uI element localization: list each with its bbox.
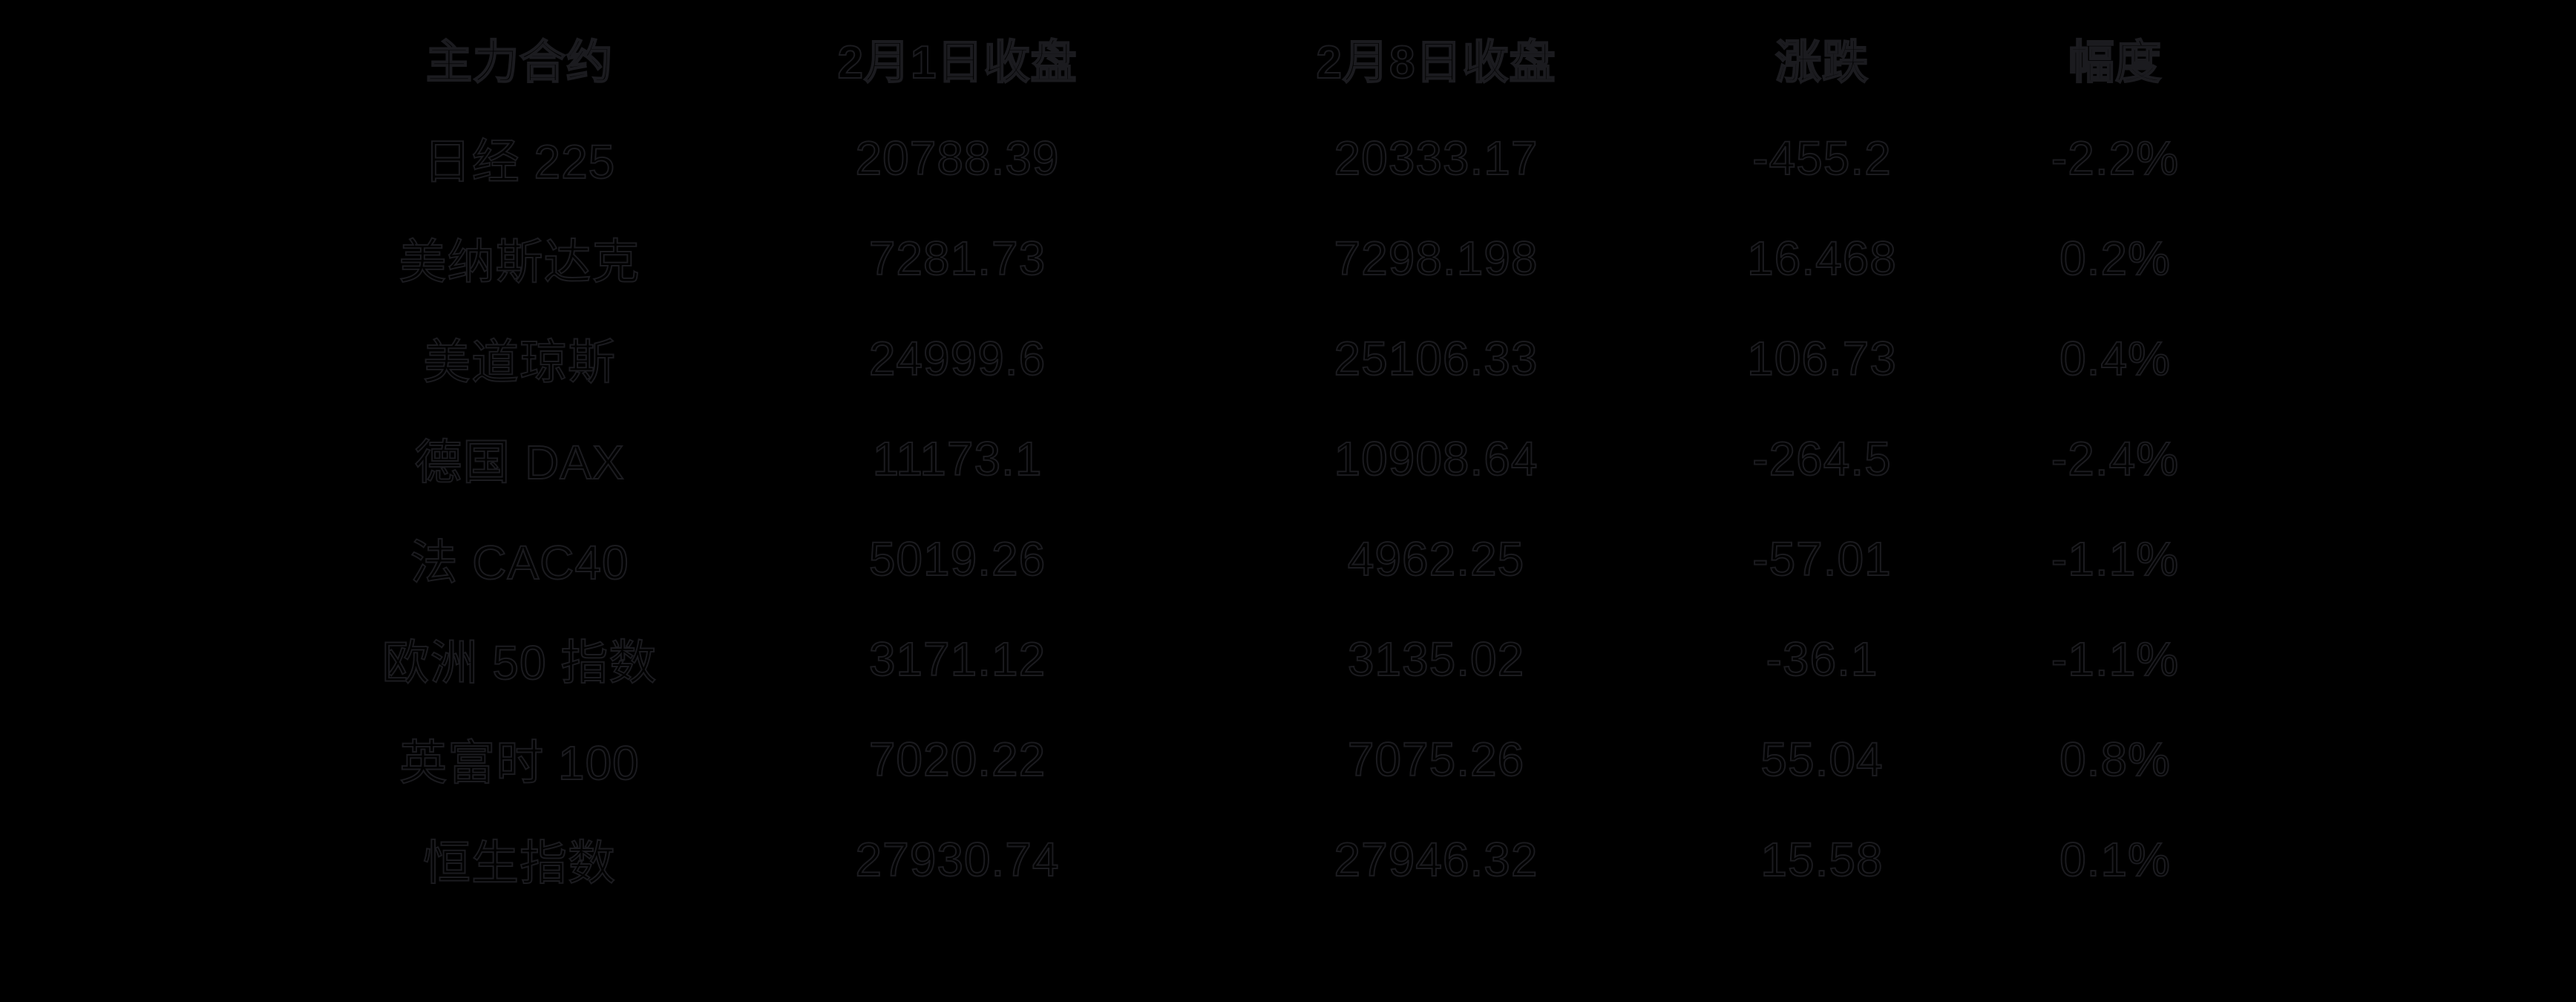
feb8-close-cell: 20333.17	[1334, 131, 1538, 186]
change-pct-cell: -2.4%	[2051, 431, 2180, 486]
index-name-cell: 美道琼斯	[422, 335, 616, 390]
feb8-close-cell: 10908.64	[1334, 431, 1538, 486]
col-header-feb8-close: 2月8日收盘	[1316, 36, 1556, 89]
change-pct-cell: 0.2%	[2059, 231, 2171, 286]
change-cell: -264.5	[1751, 431, 1892, 486]
table-row-ftse100: 英富时 100 7020.22 7075.26 55.04 0.8%	[319, 709, 2264, 809]
index-name-cell: 日经 225	[423, 134, 616, 189]
table-row-eurostoxx50: 欧洲 50 指数 3171.12 3135.02 -36.1 -1.1%	[319, 609, 2264, 709]
col-header-feb1-close: 2月1日收盘	[837, 36, 1078, 89]
change-cell: 16.468	[1746, 231, 1897, 286]
index-name-cell: 欧洲 50 指数	[381, 635, 658, 690]
header-row: 主力合约 2月1日收盘 2月8日收盘 涨跌 幅度	[319, 7, 2264, 108]
col-header-change: 涨跌	[1774, 36, 1869, 89]
change-pct-cell: -1.1%	[2051, 632, 2180, 687]
feb8-close-cell: 7075.26	[1347, 732, 1525, 787]
feb8-close-cell: 25106.33	[1334, 331, 1538, 386]
feb8-close-cell: 4962.25	[1347, 531, 1525, 586]
table-row-dax: 德国 DAX 11173.1 10908.64 -264.5 -2.4%	[319, 408, 2264, 508]
col-header-change-pct: 幅度	[2068, 36, 2162, 89]
feb8-close-cell: 7298.198	[1334, 231, 1538, 286]
index-name-cell: 美纳斯达克	[399, 235, 640, 289]
table-row-hangseng: 恒生指数 27930.74 27946.32 15.58 0.1%	[319, 809, 2264, 909]
change-cell: 55.04	[1760, 732, 1884, 787]
table-row-cac40: 法 CAC40 5019.26 4962.25 -57.01 -1.1%	[319, 508, 2264, 609]
feb1-close-cell: 7020.22	[868, 732, 1046, 787]
feb1-close-cell: 7281.73	[868, 231, 1046, 286]
feb1-close-cell: 24999.6	[868, 331, 1046, 386]
change-pct-cell: 0.4%	[2059, 331, 2171, 386]
index-name-cell: 法 CAC40	[409, 535, 629, 590]
change-cell: 106.73	[1746, 331, 1897, 386]
change-pct-cell: -1.1%	[2051, 531, 2180, 586]
change-pct-cell: 0.1%	[2059, 832, 2171, 887]
table-row-nikkei225: 日经 225 20788.39 20333.17 -455.2 -2.2%	[319, 108, 2264, 208]
table-row-nasdaq: 美纳斯达克 7281.73 7298.198 16.468 0.2%	[319, 208, 2264, 308]
feb8-close-cell: 3135.02	[1347, 632, 1525, 687]
change-pct-cell: -2.2%	[2051, 131, 2180, 186]
feb1-close-cell: 20788.39	[855, 131, 1060, 186]
feb1-close-cell: 27930.74	[855, 832, 1060, 887]
change-pct-cell: 0.8%	[2059, 732, 2171, 787]
table-row-dowjones: 美道琼斯 24999.6 25106.33 106.73 0.4%	[319, 308, 2264, 408]
index-name-cell: 德国 DAX	[413, 435, 625, 490]
change-cell: -57.01	[1751, 531, 1892, 586]
index-name-cell: 恒生指数	[422, 836, 616, 891]
index-futures-table: 主力合约 2月1日收盘 2月8日收盘 涨跌 幅度 日经 225 20788.39…	[319, 7, 2264, 909]
col-header-main-contract: 主力合约	[425, 36, 613, 89]
change-cell: 15.58	[1760, 832, 1884, 887]
feb1-close-cell: 5019.26	[868, 531, 1046, 586]
feb1-close-cell: 11173.1	[872, 431, 1043, 486]
change-cell: -455.2	[1751, 131, 1892, 186]
feb1-close-cell: 3171.12	[868, 632, 1046, 687]
change-cell: -36.1	[1766, 632, 1878, 687]
index-name-cell: 英富时 100	[399, 736, 640, 790]
feb8-close-cell: 27946.32	[1334, 832, 1538, 887]
